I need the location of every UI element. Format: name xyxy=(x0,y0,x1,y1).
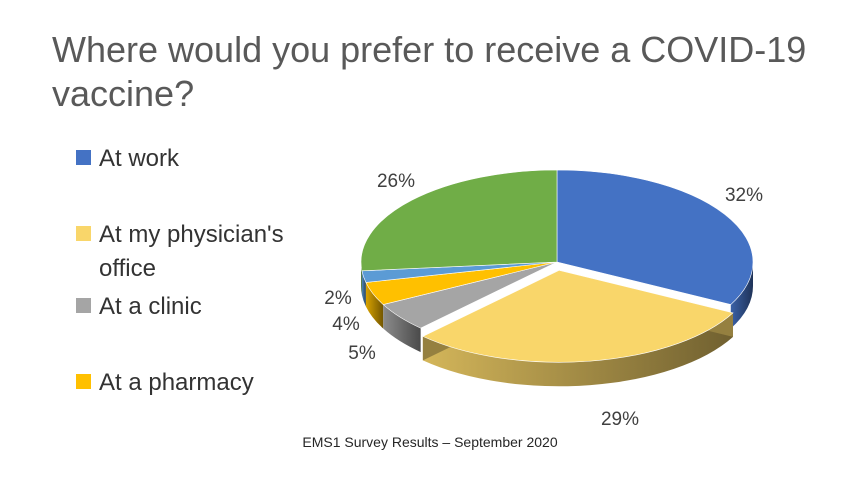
slice-wall-3 xyxy=(365,282,384,329)
data-label-3: 4% xyxy=(332,314,360,335)
legend-item-pharmacy: At a pharmacy xyxy=(76,366,254,400)
slice-wall-2 xyxy=(383,304,421,353)
legend-swatch-clinic xyxy=(76,298,91,313)
data-label-0: 32% xyxy=(725,185,763,206)
pie-slice-1 xyxy=(422,269,734,363)
slice-wall-4 xyxy=(361,270,366,307)
legend-swatch-at-work xyxy=(76,150,91,165)
slice-wall-1 xyxy=(422,312,734,387)
legend-item-physician-office: At my physician's office xyxy=(76,218,319,286)
legend-label-clinic: At a clinic xyxy=(99,293,202,320)
data-label-1: 29% xyxy=(601,409,639,430)
pie-slice-0 xyxy=(556,169,754,305)
slice-wall-0 xyxy=(730,262,753,329)
data-label-2: 5% xyxy=(348,343,376,364)
legend-label-pharmacy: At a pharmacy xyxy=(99,369,254,396)
legend-label-at-work: At work xyxy=(99,145,180,172)
data-label-5: 26% xyxy=(377,171,415,192)
chart-title: Where would you prefer to receive a COVI… xyxy=(52,29,807,114)
pie-slice-5 xyxy=(360,169,558,272)
legend-swatch-pharmacy xyxy=(76,374,91,389)
data-label-4: 2% xyxy=(324,288,352,309)
legend-label-physician-office: At my physician's office xyxy=(99,221,284,282)
legend-swatch-physician-office xyxy=(76,226,91,241)
legend-item-at-work: At work xyxy=(76,142,179,176)
legend-item-clinic: At a clinic xyxy=(76,290,202,324)
chart-source-footer: EMS1 Survey Results – September 2020 xyxy=(302,434,558,450)
